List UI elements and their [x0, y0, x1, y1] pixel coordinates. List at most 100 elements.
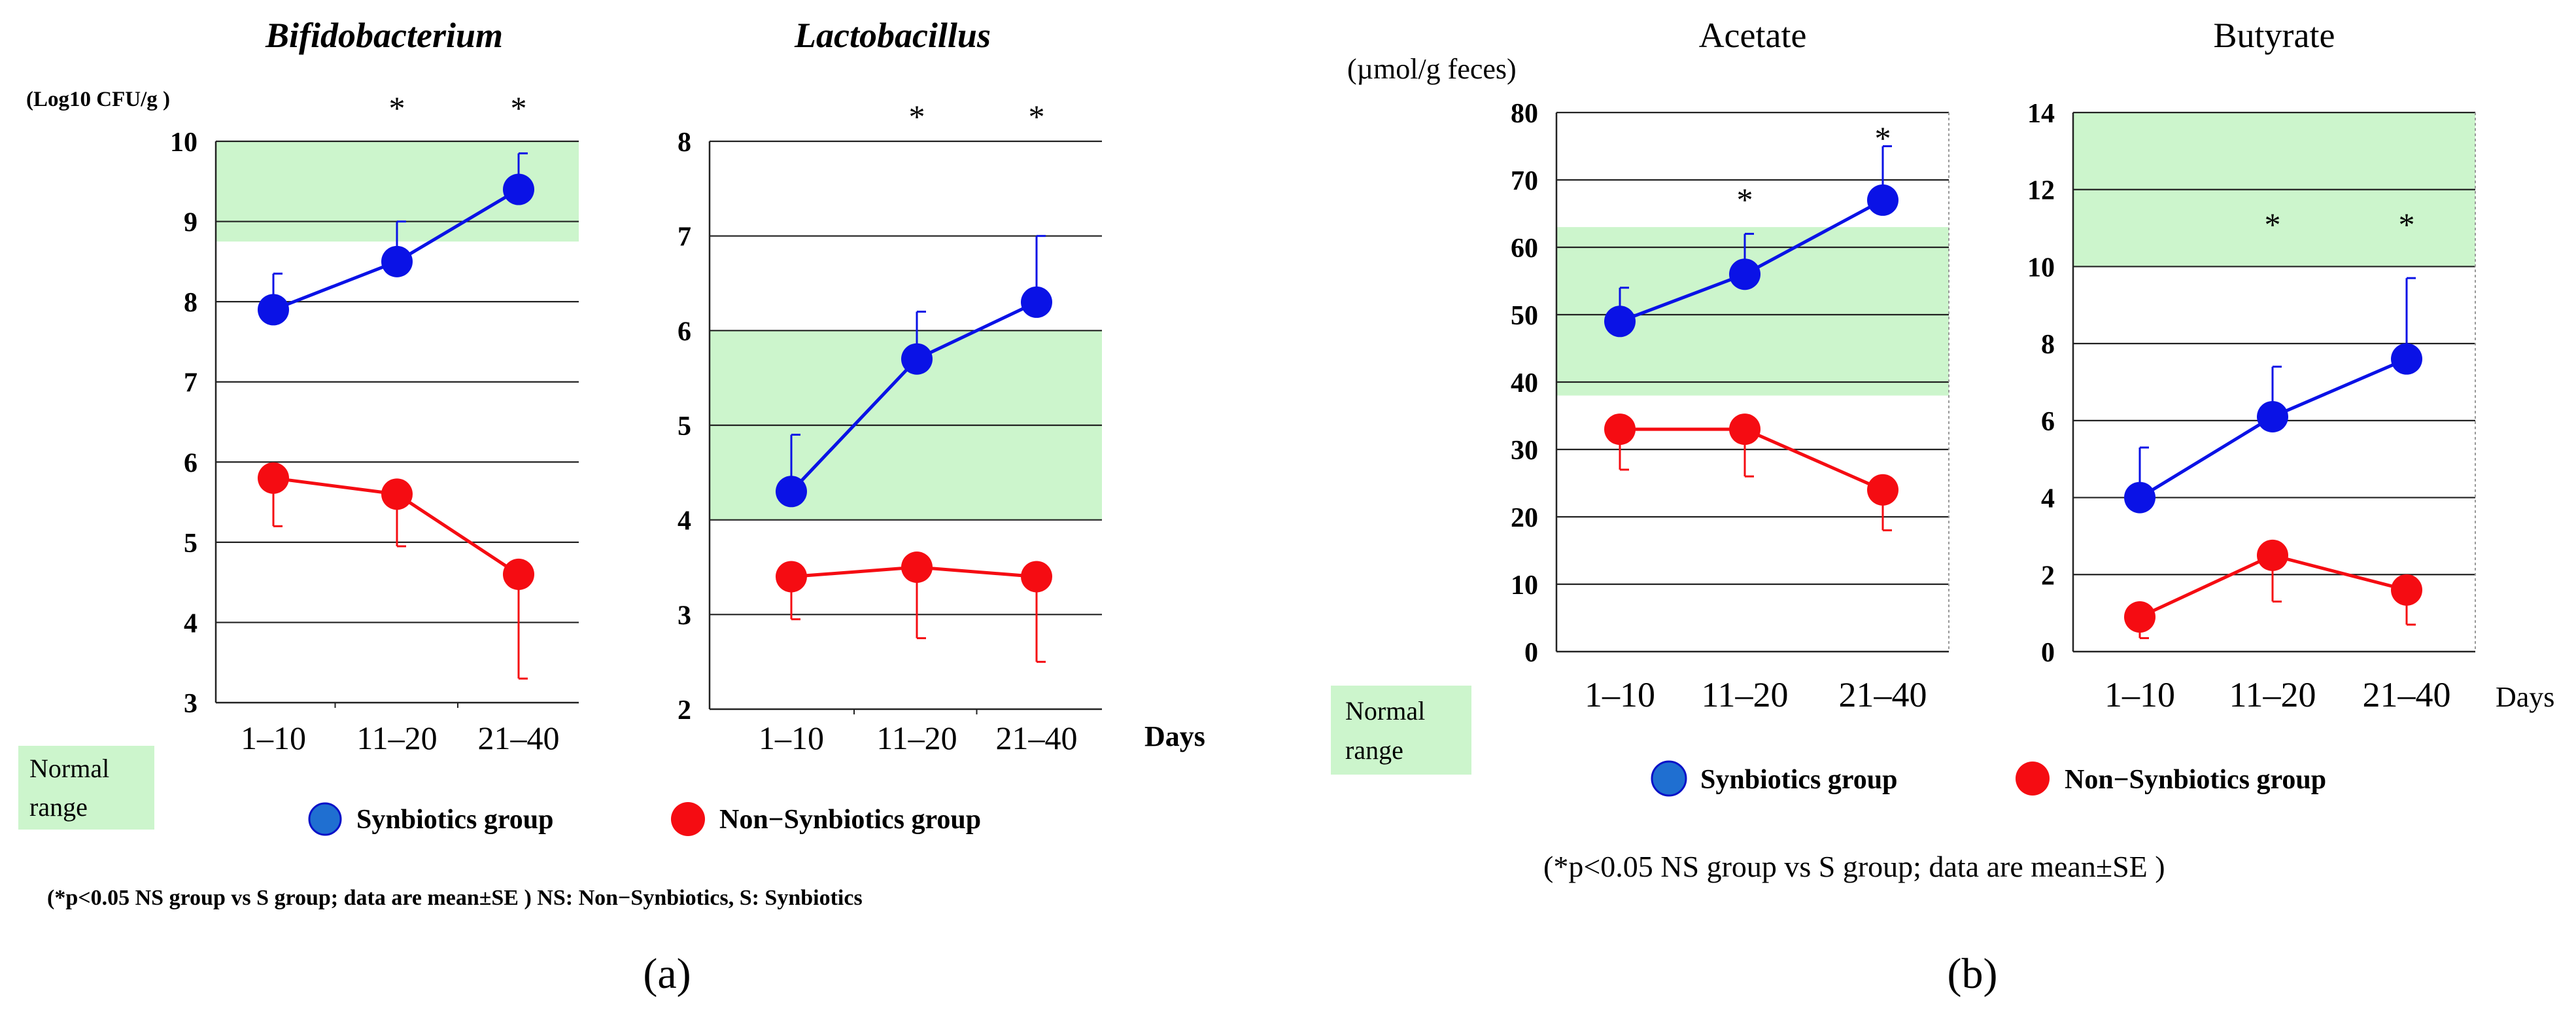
chart-title: Bifidobacterium	[265, 16, 503, 55]
y-tick-label: 4	[184, 608, 197, 639]
significance-star: *	[389, 90, 405, 126]
chart-title: Acetate	[1699, 16, 1807, 55]
x-category-label: 21–40	[478, 720, 560, 756]
non-synbiotics-data-point	[1021, 561, 1052, 593]
legend-synbiotics-label-a: Synbiotics group	[356, 805, 554, 835]
y-tick-label: 30	[1511, 436, 1538, 466]
panel-a-label: (a)	[643, 950, 691, 998]
legend-b: Synbiotics group Non−Synbiotics group	[1651, 760, 2326, 797]
y-tick-label: 7	[184, 368, 197, 398]
y-tick-label: 6	[2041, 407, 2055, 437]
y-tick-label: 40	[1511, 368, 1538, 398]
synbiotics-data-point	[1867, 184, 1898, 216]
legend-non-synbiotics-label-a: Non−Synbiotics group	[719, 805, 981, 835]
normal-range-label-line2-b: range	[1345, 735, 1403, 765]
x-category-label: 11–20	[2229, 675, 2316, 714]
non-synbiotics-data-point	[2257, 539, 2288, 571]
y-tick-label: 8	[2041, 330, 2055, 360]
non-synbiotics-data-point	[503, 558, 534, 590]
normal-range-legend-b: Normal range	[1331, 686, 1471, 775]
non-synbiotics-data-point	[1867, 474, 1898, 506]
y-tick-label: 8	[184, 288, 197, 318]
chart-title: Butyrate	[2214, 16, 2335, 55]
legend-synbiotics-marker-a	[308, 802, 342, 836]
y-tick-label: 5	[678, 412, 691, 442]
y-tick-label: 6	[678, 317, 691, 347]
y-tick-label: 12	[2027, 176, 2055, 206]
x-category-label: 1–10	[241, 720, 306, 756]
synbiotics-data-point	[503, 173, 534, 205]
days-label-a: Days	[1144, 720, 1205, 752]
y-tick-label: 4	[2041, 484, 2055, 514]
significance-star: *	[511, 90, 527, 126]
normal-range-label-line1-b: Normal	[1345, 696, 1425, 726]
panel-a-y-axis-label: (Log10 CFU/g )	[26, 88, 170, 111]
significance-star: *	[909, 98, 925, 135]
y-tick-label: 2	[678, 695, 691, 726]
non-synbiotics-data-point	[2391, 574, 2422, 606]
synbiotics-data-point	[2257, 400, 2288, 432]
panel-b-label: (b)	[1948, 950, 1998, 998]
x-category-label: 1–10	[759, 720, 824, 756]
y-tick-label: 5	[184, 529, 197, 559]
x-category-label: 11–20	[356, 720, 437, 756]
synbiotics-data-point	[2124, 482, 2155, 514]
non-synbiotics-data-point	[381, 478, 413, 510]
significance-star: *	[2265, 206, 2281, 243]
x-category-label: 21–40	[1839, 675, 1927, 714]
y-tick-label: 3	[184, 689, 197, 719]
legend-non-synbiotics-label-b: Non−Synbiotics group	[2065, 765, 2326, 795]
y-tick-label: 10	[170, 128, 197, 158]
y-tick-label: 8	[678, 128, 691, 158]
normal-range-swatch-b	[1331, 686, 1471, 775]
x-category-label: 1–10	[2104, 675, 2175, 714]
y-tick-label: 80	[1511, 99, 1538, 129]
synbiotics-data-point	[381, 245, 413, 277]
legend-a: Synbiotics group Non−Synbiotics group	[308, 802, 981, 836]
synbiotics-data-point	[1729, 258, 1760, 290]
y-tick-label: 2	[2041, 561, 2055, 591]
non-synbiotics-data-point	[901, 552, 933, 583]
legend-synbiotics-label-b: Synbiotics group	[1700, 765, 1898, 795]
y-tick-label: 7	[678, 222, 691, 253]
x-category-label: 21–40	[996, 720, 1078, 756]
y-tick-label: 70	[1511, 166, 1538, 196]
y-tick-label: 4	[678, 506, 691, 536]
non-synbiotics-data-point	[2124, 601, 2155, 633]
y-tick-label: 3	[678, 601, 691, 631]
normal-range-swatch-a	[18, 746, 154, 830]
chart-title: Lactobacillus	[794, 16, 991, 55]
normal-range-legend-a: Normal range	[18, 746, 154, 830]
synbiotics-data-point	[1021, 286, 1052, 318]
y-tick-label: 10	[1511, 570, 1538, 601]
y-tick-label: 50	[1511, 301, 1538, 331]
y-tick-label: 60	[1511, 234, 1538, 264]
panel-b-y-axis-label: (µmol/g feces)	[1347, 53, 1517, 85]
significance-star: *	[1029, 98, 1045, 135]
synbiotics-data-point	[901, 343, 933, 375]
y-tick-label: 0	[2041, 638, 2055, 668]
butyrate-chart: 0 2 4 6 8 10 12 14 1–10 11–20 21–40 Butyrate * *	[2027, 16, 2476, 714]
legend-synbiotics-marker-b	[1651, 760, 1687, 797]
normal-range-label-line1-a: Normal	[29, 754, 109, 783]
y-tick-label: 9	[184, 208, 197, 238]
x-category-label: 11–20	[876, 720, 957, 756]
lactobacillus-chart: 2 3 4 5 6 7 8 1–10 11–20 21–40 Lactobacillus * *	[678, 16, 1102, 756]
y-tick-label: 14	[2027, 99, 2055, 129]
non-synbiotics-data-point	[1604, 413, 1636, 446]
synbiotics-data-point	[1604, 306, 1636, 338]
x-category-label: 1–10	[1585, 675, 1655, 714]
days-label-b: Days	[2496, 681, 2554, 713]
significance-star: *	[2399, 206, 2415, 243]
footnote-b: (*p<0.05 NS group vs S group; data are m…	[1543, 850, 2165, 883]
normal-range-label-line2-a: range	[29, 792, 88, 822]
non-synbiotics-data-point	[776, 561, 807, 593]
footnote-a: (*p<0.05 NS group vs S group; data are m…	[47, 886, 863, 910]
y-tick-label: 10	[2027, 253, 2055, 283]
synbiotics-data-point	[776, 476, 807, 508]
non-synbiotics-data-point	[258, 462, 289, 494]
synbiotics-data-point	[258, 294, 289, 326]
